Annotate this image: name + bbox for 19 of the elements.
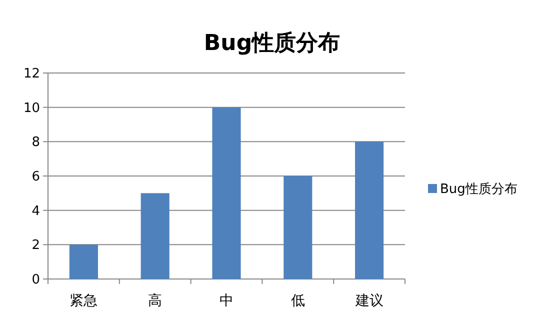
- bar: [140, 193, 170, 279]
- y-tick-label: 10: [23, 100, 40, 116]
- x-tick-label: 高: [148, 293, 162, 309]
- x-tick-label: 建议: [354, 293, 384, 309]
- legend-label: Bug性质分布: [440, 182, 518, 197]
- y-tick-label: 8: [32, 135, 40, 150]
- y-tick-label: 0: [32, 272, 40, 288]
- bar: [212, 107, 241, 279]
- y-tick-label: 4: [32, 204, 40, 219]
- x-tick-label: 中: [220, 293, 234, 309]
- bar: [284, 176, 312, 279]
- chart-title: Bug性质分布: [204, 31, 340, 56]
- bar: [355, 142, 384, 279]
- y-tick-label: 6: [32, 170, 40, 184]
- x-tick-label: 紧急: [70, 293, 98, 309]
- y-tick-label: 12: [23, 66, 40, 82]
- y-tick-label: 2: [32, 238, 40, 254]
- bar: [69, 244, 98, 279]
- x-tick-label: 低: [290, 293, 305, 309]
